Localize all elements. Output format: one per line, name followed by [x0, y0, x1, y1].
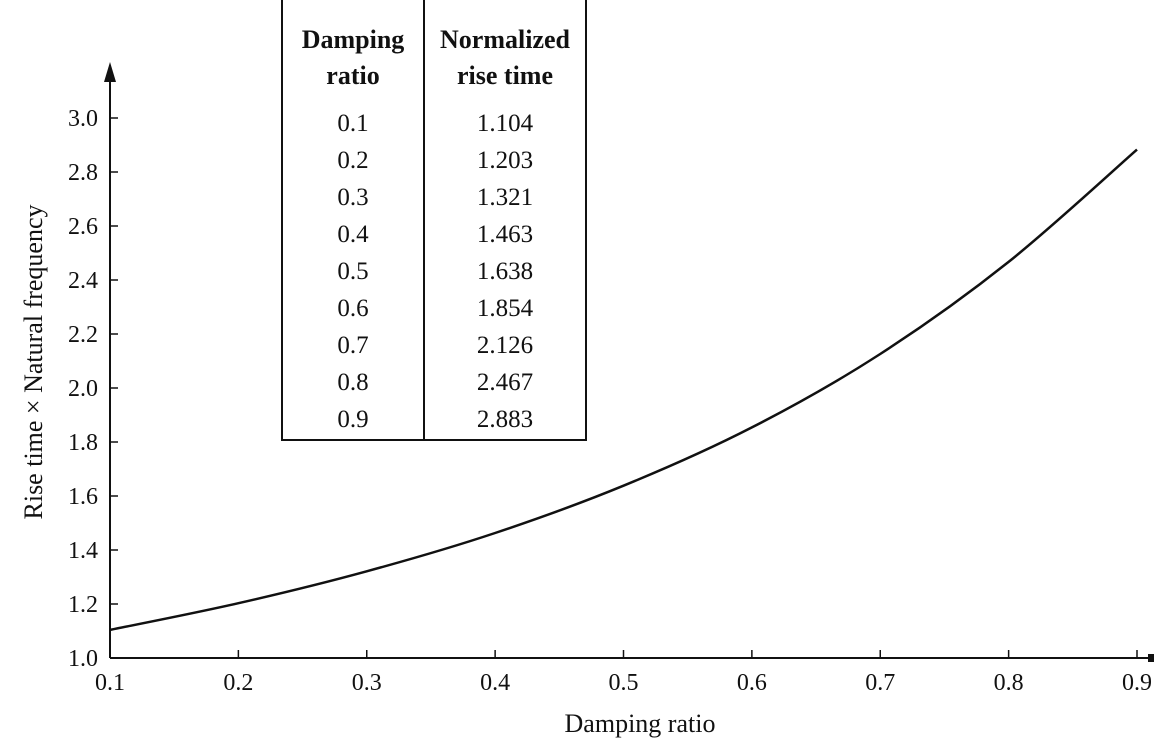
table-header: ratio — [326, 61, 379, 90]
x-axis-end-mark — [1148, 654, 1154, 662]
x-tick-label: 0.1 — [95, 670, 125, 696]
table-header: Damping — [302, 25, 405, 54]
table-cell: 0.9 — [337, 406, 368, 433]
table-cell: 0.4 — [337, 221, 369, 248]
table-cell: 0.8 — [337, 369, 368, 396]
y-tick-label: 3.0 — [68, 106, 98, 132]
y-tick-label: 2.0 — [68, 376, 98, 402]
table-header: Normalized — [440, 25, 571, 54]
table-cell: 0.6 — [337, 295, 368, 322]
y-tick-label: 1.2 — [68, 592, 98, 618]
table-cell: 0.5 — [337, 258, 368, 285]
table-cell: 2.126 — [477, 332, 533, 359]
x-tick-label: 0.8 — [994, 670, 1024, 696]
x-tick-label: 0.5 — [609, 670, 639, 696]
y-tick-label: 1.4 — [68, 538, 98, 564]
table-cell: 1.104 — [477, 110, 534, 137]
table-border — [281, 0, 587, 441]
table-header: rise time — [457, 61, 553, 90]
y-axis-ticks: 1.0 1.2 1.4 1.6 1.8 2.0 2.2 2.4 2.6 2.8 3.0 — [68, 106, 118, 672]
series-line — [109, 148, 1138, 632]
table-cell: 2.467 — [477, 369, 533, 396]
y-tick-label: 1.0 — [68, 646, 98, 672]
axes — [104, 62, 1154, 662]
table-cell: 0.3 — [337, 184, 368, 211]
y-tick-label: 2.8 — [68, 160, 98, 186]
table-cell: 1.854 — [477, 295, 534, 322]
x-tick-label: 0.2 — [223, 670, 253, 696]
x-axis-title: Damping ratio — [565, 709, 716, 738]
table-cell: 0.2 — [337, 147, 368, 174]
table-cell: 1.463 — [477, 221, 533, 248]
y-axis-arrow — [104, 62, 116, 82]
table-cell: 1.638 — [477, 258, 533, 285]
table-cell: 2.883 — [477, 406, 533, 433]
table-cell: 1.203 — [477, 147, 533, 174]
y-tick-label: 2.6 — [68, 214, 98, 240]
y-axis-title: Rise time × Natural frequency — [19, 205, 48, 520]
table-cell: 0.7 — [337, 332, 368, 359]
table-cell: 1.321 — [477, 184, 533, 211]
table-cell: 0.1 — [337, 110, 368, 137]
x-axis-ticks: 0.1 0.2 0.3 0.4 0.5 0.6 0.7 0.8 0.9 — [95, 650, 1152, 696]
y-tick-label: 2.4 — [68, 268, 98, 294]
y-tick-label: 1.8 — [68, 430, 98, 456]
data-table: Damping ratio Normalized rise time 0.1 1.104 0… — [281, 0, 587, 441]
y-tick-label: 2.2 — [68, 322, 98, 348]
x-tick-label: 0.4 — [480, 670, 510, 696]
x-tick-label: 0.9 — [1122, 670, 1152, 696]
data-series — [109, 148, 1138, 632]
x-tick-label: 0.6 — [737, 670, 767, 696]
y-tick-label: 1.6 — [68, 484, 98, 510]
x-tick-label: 0.3 — [352, 670, 382, 696]
x-tick-label: 0.7 — [865, 670, 895, 696]
